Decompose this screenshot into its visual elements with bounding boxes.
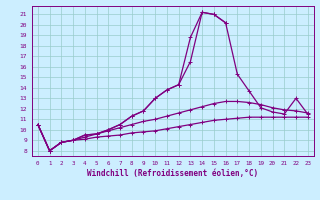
X-axis label: Windchill (Refroidissement éolien,°C): Windchill (Refroidissement éolien,°C) (87, 169, 258, 178)
